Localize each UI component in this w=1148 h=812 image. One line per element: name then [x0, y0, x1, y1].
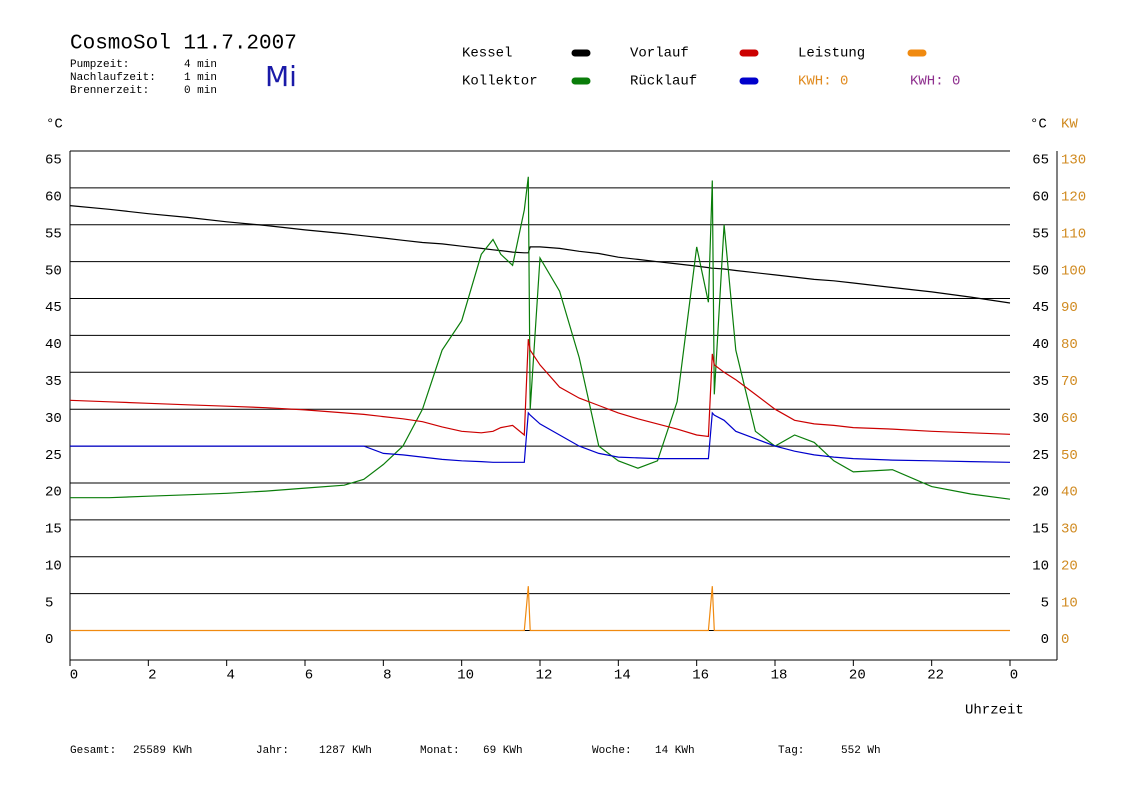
y-tick-label: 65 — [45, 153, 62, 169]
weekday: Mi — [265, 60, 297, 93]
y2-c-tick-label: 35 — [1032, 374, 1049, 390]
total-label: Monat: — [420, 745, 460, 757]
y-tick-label: 35 — [45, 374, 62, 390]
total-value: 552 Wh — [841, 745, 881, 757]
y2-tick-label: 100 — [1061, 263, 1086, 279]
y2-tick-label: 70 — [1061, 374, 1078, 390]
series-line — [70, 411, 1011, 463]
x-tick-label: 0 — [1010, 668, 1018, 684]
x-tick-label: 22 — [927, 668, 944, 684]
y-tick-label: 20 — [45, 485, 62, 501]
x-tick-label: 18 — [771, 668, 788, 684]
y-tick-label: 5 — [45, 595, 53, 611]
x-tick-label: 0 — [70, 668, 78, 684]
x-tick-label: 14 — [614, 668, 631, 684]
legend-label: Vorlauf — [630, 46, 689, 62]
y2-tick-label: 80 — [1061, 337, 1078, 353]
info-label: Brennerzeit: — [70, 85, 149, 97]
x-tick-label: 8 — [383, 668, 391, 684]
total-value: 1287 KWh — [319, 745, 372, 757]
y2-tick-label: 90 — [1061, 300, 1078, 316]
x-tick-label: 2 — [148, 668, 156, 684]
y2-tick-label: 110 — [1061, 226, 1086, 242]
y-tick-label: 10 — [45, 558, 62, 574]
y2-c-tick-label: 20 — [1032, 485, 1049, 501]
series-line — [70, 176, 1011, 500]
y2-tick-label: 20 — [1061, 558, 1078, 574]
x-axis-label: Uhrzeit — [965, 703, 1024, 719]
y2-c-tick-label: 40 — [1032, 337, 1049, 353]
y2-tick-label: 40 — [1061, 485, 1078, 501]
y2-tick-label: 30 — [1061, 522, 1078, 538]
total-value: 69 KWh — [483, 745, 523, 757]
info-value: 4 min — [184, 59, 217, 71]
x-tick-label: 16 — [692, 668, 709, 684]
x-tick-label: 10 — [457, 668, 474, 684]
y-tick-label: 50 — [45, 263, 62, 279]
x-tick-label: 12 — [536, 668, 553, 684]
series-line — [69, 205, 1011, 304]
y2-tick-label: 50 — [1061, 448, 1078, 464]
y-tick-label: 15 — [45, 522, 62, 538]
y-tick-label: 25 — [45, 448, 62, 464]
total-label: Jahr: — [256, 745, 289, 757]
y2-c-tick-label: 60 — [1032, 190, 1049, 206]
y2-tick-label: 130 — [1061, 153, 1086, 169]
y2-c-tick-label: 65 — [1032, 153, 1049, 169]
y2-c-tick-label: 0 — [1041, 632, 1049, 648]
info-label: Pumpzeit: — [70, 59, 129, 71]
kwh-label: KWH: 0 — [910, 74, 960, 90]
kwh-label: KWH: 0 — [798, 74, 848, 90]
y2-c-tick-label: 30 — [1032, 411, 1049, 427]
y2-c-tick-label: 55 — [1032, 226, 1049, 242]
y2-c-tick-label: 5 — [1041, 595, 1049, 611]
info-value: 1 min — [184, 72, 217, 84]
y2-axis-label: KW — [1061, 117, 1078, 133]
y2-tick-label: 60 — [1061, 411, 1078, 427]
total-value: 25589 KWh — [133, 745, 192, 757]
y2-tick-label: 120 — [1061, 190, 1086, 206]
y-tick-label: 45 — [45, 300, 62, 316]
legend-label: Leistung — [798, 46, 865, 62]
y2-tick-label: 0 — [1061, 632, 1069, 648]
info-label: Nachlaufzeit: — [70, 72, 156, 84]
y-tick-label: 30 — [45, 411, 62, 427]
info-value: 0 min — [184, 85, 217, 97]
y-tick-label: 40 — [45, 337, 62, 353]
chart-title: CosmoSol 11.7.2007 — [70, 33, 297, 56]
total-label: Woche: — [592, 745, 632, 757]
y2-axis-label-c: °C — [1030, 117, 1047, 133]
total-value: 14 KWh — [655, 745, 695, 757]
x-tick-label: 6 — [305, 668, 313, 684]
series-line — [69, 338, 1011, 438]
legend-label: Kollektor — [462, 74, 538, 90]
x-tick-label: 4 — [226, 668, 234, 684]
y-tick-label: 60 — [45, 190, 62, 206]
total-label: Gesamt: — [70, 745, 116, 757]
y2-c-tick-label: 45 — [1032, 300, 1049, 316]
y-axis-label: °C — [46, 117, 63, 133]
total-label: Tag: — [778, 745, 804, 757]
y2-c-tick-label: 25 — [1032, 448, 1049, 464]
legend-label: Kessel — [462, 46, 512, 62]
y2-c-tick-label: 15 — [1032, 522, 1049, 538]
series-line — [70, 586, 1010, 632]
x-tick-label: 20 — [849, 668, 866, 684]
y2-tick-label: 10 — [1061, 595, 1078, 611]
y-tick-label: 55 — [45, 226, 62, 242]
legend-label: Rücklauf — [630, 74, 697, 90]
y2-c-tick-label: 10 — [1032, 558, 1049, 574]
y-tick-label: 0 — [45, 632, 53, 648]
y2-c-tick-label: 50 — [1032, 263, 1049, 279]
